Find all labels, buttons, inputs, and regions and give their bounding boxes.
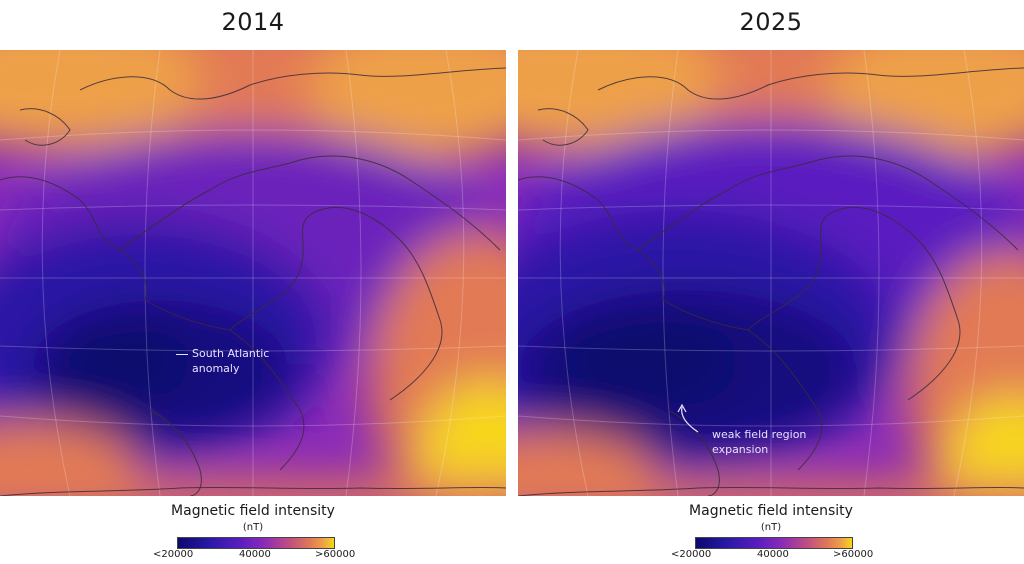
field-map <box>0 50 506 496</box>
legend-tick-mid: 40000 <box>757 549 789 560</box>
legend-colorbar <box>695 537 853 549</box>
legend-tick-mid: 40000 <box>239 549 271 560</box>
field-intensity-layer <box>518 50 1024 496</box>
expansion-annotation: weak field region expansion <box>712 427 806 457</box>
field-intensity-layer <box>0 50 506 496</box>
field-map-svg <box>0 50 506 496</box>
legend-tick-max: >60000 <box>833 549 874 560</box>
legend-unit: (nT) <box>760 522 782 533</box>
year-title: 2014 <box>221 8 285 36</box>
legend-title: Magnetic field intensity <box>689 503 853 519</box>
panel-2025: 2025 <box>518 0 1024 564</box>
expansion-arrow <box>681 406 699 433</box>
field-map-svg <box>518 50 1024 496</box>
legend-colorbar <box>177 537 335 549</box>
anomaly-annotation: South Atlantic anomaly <box>176 346 269 376</box>
year-title: 2025 <box>739 8 803 36</box>
legend-tick-min: <20000 <box>671 549 712 560</box>
annotation-line-1: weak field region <box>712 428 807 441</box>
color-legend: Magnetic field intensity (nT) <20000 400… <box>0 500 506 564</box>
legend-ticks: <20000 40000 >60000 <box>153 548 355 564</box>
legend-unit: (nT) <box>242 522 264 533</box>
graticule <box>0 50 506 496</box>
coastlines <box>0 67 506 496</box>
field-map <box>518 50 1024 496</box>
legend-title: Magnetic field intensity <box>171 503 335 519</box>
annotation-line-2: expansion <box>712 443 769 456</box>
annotation-line-1: South Atlantic <box>192 347 270 360</box>
expansion-arrowhead <box>677 403 687 413</box>
coastlines <box>518 67 1024 496</box>
annotation-leader-line <box>176 353 188 355</box>
legend-ticks: <20000 40000 >60000 <box>671 548 873 564</box>
annotation-line-2: anomaly <box>192 362 240 375</box>
panel-2014: 2014 <box>0 0 506 564</box>
color-legend: Magnetic field intensity (nT) <20000 400… <box>518 500 1024 564</box>
legend-tick-min: <20000 <box>153 549 194 560</box>
legend-tick-max: >60000 <box>315 549 356 560</box>
graticule <box>518 50 1024 496</box>
